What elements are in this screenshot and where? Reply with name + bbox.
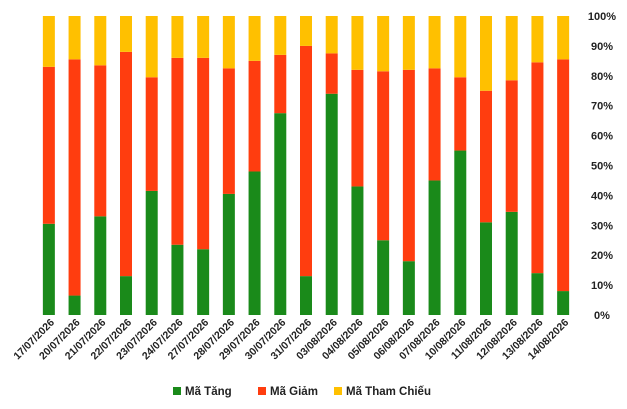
bar-segment-tang <box>171 244 184 315</box>
bar-segment-giam <box>145 77 158 191</box>
bar-segment-tang <box>325 93 338 316</box>
bar-segment-giam <box>377 71 390 241</box>
bar-segment-giam <box>428 68 441 181</box>
y-axis: 0% 10% 20% 30% 40% 50% 60% 70% 80% 90% 100% <box>588 11 616 322</box>
bar-segment-tham-chieu <box>300 16 312 46</box>
bar-segment-giam <box>197 57 210 250</box>
y-tick-label: 90% <box>591 41 613 53</box>
bar-segment-tang <box>557 291 570 315</box>
bar-segment-giam <box>505 80 518 212</box>
bar-segment-tham-chieu <box>402 16 415 70</box>
y-tick-label: 80% <box>591 71 613 83</box>
y-tick-label: 20% <box>591 250 613 262</box>
bar-segment-tang <box>248 171 261 315</box>
bar-segment-tham-chieu <box>197 16 210 58</box>
y-tick-label: 60% <box>591 131 613 143</box>
bar-segment-giam <box>42 66 55 224</box>
bar-segment-giam <box>222 68 235 194</box>
legend-label: Mã Tham Chiếu <box>346 386 431 398</box>
bar-segment-tang <box>531 273 544 315</box>
bar-segment-giam <box>351 69 364 187</box>
bar-segment-tang <box>505 211 518 315</box>
bar-segment-tham-chieu <box>351 16 364 70</box>
bar-segment-tham-chieu <box>454 16 467 78</box>
bar-segment-tang <box>428 180 441 315</box>
y-tick-label: 0% <box>594 310 610 322</box>
bar-segment-giam <box>557 59 570 292</box>
y-tick-label: 50% <box>591 161 613 173</box>
bar-segment-tham-chieu <box>505 16 518 81</box>
bar-segment-tham-chieu <box>428 16 441 69</box>
bar-segment-tang <box>145 190 158 315</box>
bar-segment-tang <box>222 193 235 315</box>
bar-segment-giam <box>248 60 261 172</box>
bar-segment-tham-chieu <box>325 16 338 54</box>
bar-segment-giam <box>531 62 544 274</box>
bar-segment-tang <box>68 295 81 315</box>
bar-segment-giam <box>171 57 184 245</box>
x-axis: 17/07/202620/07/202621/07/202622/07/2026… <box>11 317 571 363</box>
y-tick-label: 30% <box>591 220 613 232</box>
bar-segment-tang <box>42 223 55 315</box>
y-tick-label: 70% <box>591 101 613 113</box>
bar-segment-tham-chieu <box>480 16 492 91</box>
bar-segment-giam <box>274 54 287 114</box>
legend: Mã Tăng Mã Giảm Mã Tham Chiếu <box>173 386 431 398</box>
bar-segment-giam <box>68 59 81 296</box>
bar-segment-tham-chieu <box>171 16 184 58</box>
legend-swatch <box>334 387 342 395</box>
legend-swatch <box>258 387 266 395</box>
bar-segment-tham-chieu <box>120 16 132 52</box>
bar-segment-tang <box>197 249 210 315</box>
bar-segment-giam <box>325 53 338 94</box>
bar-segment-tang <box>402 261 415 315</box>
y-tick-label: 100% <box>588 11 616 23</box>
y-tick-label: 10% <box>591 280 613 292</box>
bar-segment-giam <box>120 51 132 277</box>
bar-segment-tang <box>94 216 107 315</box>
bar-segment-giam <box>94 65 107 217</box>
bar-segment-tang <box>454 150 467 315</box>
bar-segment-tang <box>377 240 390 315</box>
bar-segment-tham-chieu <box>42 16 55 67</box>
bar-segment-tham-chieu <box>557 16 570 60</box>
bar-segment-tham-chieu <box>248 16 261 61</box>
bar-segment-tham-chieu <box>94 16 107 66</box>
bar-segment-tang <box>480 222 492 315</box>
legend-swatch <box>173 387 181 395</box>
bar-segment-tham-chieu <box>68 16 81 60</box>
bar-segment-tang <box>274 113 287 315</box>
bar-segment-tham-chieu <box>145 16 158 78</box>
bar-segment-tang <box>120 276 132 315</box>
bar-segment-tham-chieu <box>222 16 235 69</box>
bar-segment-tang <box>351 186 364 315</box>
bar-segment-giam <box>300 45 312 277</box>
bar-segment-giam <box>480 90 492 223</box>
bar-segment-giam <box>402 69 415 262</box>
legend-label: Mã Tăng <box>185 386 232 398</box>
bars-layer <box>42 16 570 316</box>
bar-segment-tham-chieu <box>377 16 390 72</box>
bar-segment-tang <box>300 276 312 315</box>
legend-label: Mã Giảm <box>270 386 318 398</box>
bar-segment-tham-chieu <box>531 16 544 63</box>
bar-segment-giam <box>454 77 467 151</box>
bar-segment-tham-chieu <box>274 16 287 55</box>
y-tick-label: 40% <box>591 190 613 202</box>
